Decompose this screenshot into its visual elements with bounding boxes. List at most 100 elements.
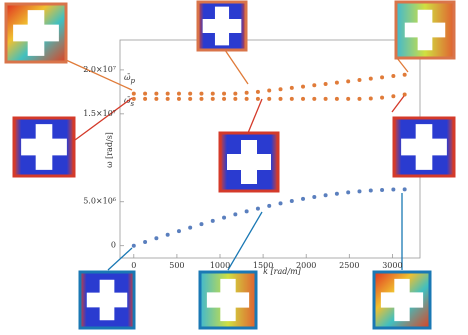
point <box>210 91 215 96</box>
annotation-sub: p <box>131 77 136 85</box>
point <box>188 225 193 230</box>
point <box>233 96 238 101</box>
point <box>346 79 351 84</box>
point <box>380 75 385 80</box>
point <box>233 212 238 217</box>
point <box>143 91 148 96</box>
x-tick-label: 1500 <box>253 261 273 270</box>
annotation-text: ω̄ <box>124 73 131 82</box>
point <box>346 96 351 101</box>
point <box>346 190 351 195</box>
inset <box>392 116 456 178</box>
point <box>301 84 306 89</box>
y-tick-label: 1.5×10⁷ <box>83 109 116 118</box>
point <box>154 236 159 241</box>
point <box>255 89 260 94</box>
point <box>402 187 407 192</box>
point <box>391 187 396 192</box>
x-axis-label: k [rad/m] <box>263 267 302 276</box>
point <box>380 187 385 192</box>
inset <box>394 0 456 60</box>
point <box>210 218 215 223</box>
point <box>143 240 148 245</box>
inset <box>218 131 280 193</box>
point <box>188 96 193 101</box>
point <box>312 194 317 199</box>
inset <box>78 270 136 330</box>
point <box>278 87 283 92</box>
point <box>267 88 272 93</box>
point <box>368 96 373 101</box>
point <box>380 95 385 100</box>
point <box>255 96 260 101</box>
point <box>323 96 328 101</box>
point <box>188 91 193 96</box>
x-tick-label: 3000 <box>382 261 402 270</box>
point <box>312 96 317 101</box>
y-tick-label: 2.0×10⁷ <box>83 65 116 74</box>
point <box>165 91 170 96</box>
inset <box>196 0 248 52</box>
x-tick-label: 2500 <box>339 261 359 270</box>
point <box>278 201 283 206</box>
point <box>391 74 396 79</box>
arrow <box>107 247 133 271</box>
x-tick-label: 1000 <box>210 261 230 270</box>
point <box>176 96 181 101</box>
point <box>334 191 339 196</box>
point <box>199 222 204 227</box>
point <box>402 72 407 77</box>
point <box>323 81 328 86</box>
point <box>154 91 159 96</box>
point <box>131 243 136 248</box>
point <box>357 96 362 101</box>
point <box>357 77 362 82</box>
point <box>391 94 396 99</box>
point <box>244 96 249 101</box>
point <box>357 189 362 194</box>
inset <box>372 270 432 330</box>
point <box>222 91 227 96</box>
x-tick-label: 2000 <box>296 261 316 270</box>
point <box>143 96 148 101</box>
point <box>176 229 181 234</box>
point <box>267 203 272 208</box>
point <box>301 96 306 101</box>
point <box>289 85 294 90</box>
point <box>402 92 407 97</box>
annotation: ω̄p <box>124 73 136 85</box>
arrow <box>74 97 133 141</box>
point <box>222 215 227 220</box>
point <box>165 96 170 101</box>
y-axis-label: ω [rad/s] <box>105 132 114 168</box>
point <box>131 91 136 96</box>
point <box>176 91 181 96</box>
y-tick-label: 0 <box>111 241 116 250</box>
arrow <box>391 95 405 113</box>
inset <box>198 270 258 330</box>
point <box>199 91 204 96</box>
point <box>233 91 238 96</box>
point <box>222 96 227 101</box>
annotations: ω̄pω̄s <box>124 73 136 108</box>
annotation-text: ω̄ <box>124 96 131 105</box>
arrow <box>224 49 249 85</box>
point <box>334 80 339 85</box>
arrow <box>227 211 263 271</box>
arrow <box>247 98 263 134</box>
arrow <box>65 59 133 91</box>
inset <box>12 116 76 178</box>
point <box>165 232 170 237</box>
point <box>323 193 328 198</box>
point <box>244 209 249 214</box>
point <box>368 76 373 81</box>
point <box>131 96 136 101</box>
x-tick-label: 0 <box>131 261 136 270</box>
point <box>267 96 272 101</box>
inset <box>4 2 68 64</box>
point <box>368 188 373 193</box>
point <box>255 206 260 211</box>
point <box>154 96 159 101</box>
x-tick-label: 500 <box>169 261 184 270</box>
